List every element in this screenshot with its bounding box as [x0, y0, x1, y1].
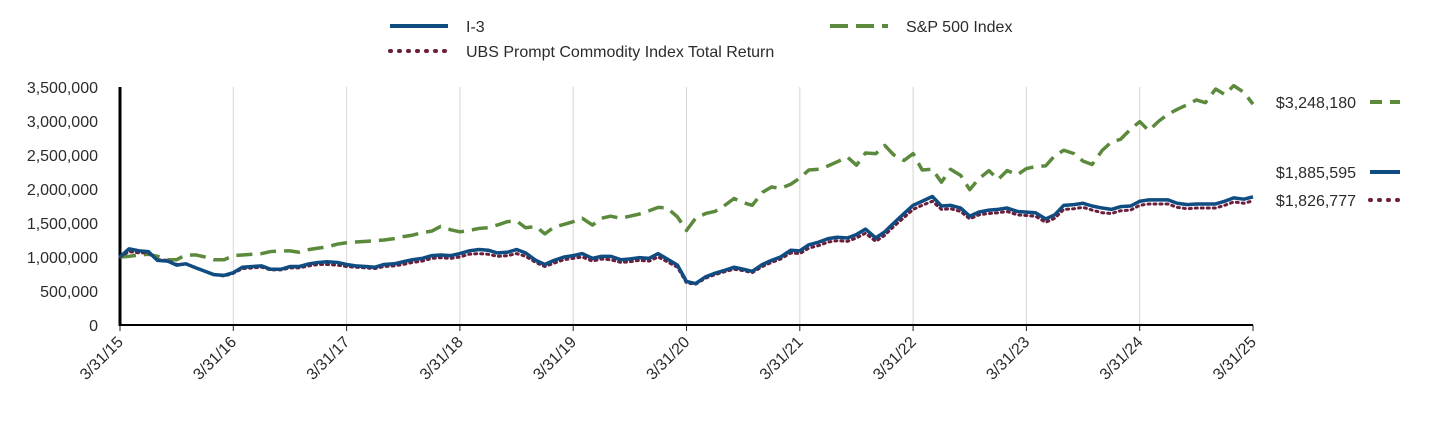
- series-line-s-p-500-index: [119, 83, 1255, 262]
- series-line-i-3: [118, 194, 1254, 286]
- x-tick-label: 3/31/23: [983, 334, 1033, 384]
- y-tick-label: 1,000,000: [27, 250, 98, 267]
- x-tick-label: 3/31/20: [644, 334, 694, 384]
- y-tick-label: 3,500,000: [27, 80, 98, 97]
- legend-label: UBS Prompt Commodity Index Total Return: [466, 44, 774, 61]
- x-tick-label: 3/31/22: [870, 334, 920, 384]
- x-tick-label: 3/31/18: [417, 334, 467, 384]
- x-tick-label: 3/31/25: [1210, 334, 1260, 384]
- series-layer: [118, 83, 1255, 286]
- legend-item: UBS Prompt Commodity Index Total Return: [388, 44, 774, 61]
- y-tick-label: 2,500,000: [27, 148, 98, 165]
- end-label-item: $1,826,777: [1276, 193, 1402, 210]
- legend: I-3 S&P 500 Index UBS Prompt Commodity Ind…: [388, 19, 1012, 61]
- end-label-item: $1,885,595: [1276, 165, 1400, 182]
- x-tick-label: 3/31/24: [1097, 334, 1147, 384]
- y-tick-label: 3,000,000: [27, 114, 98, 131]
- legend-item: I-3: [390, 19, 485, 36]
- end-value-label: $3,248,180: [1276, 95, 1356, 112]
- end-value-label: $1,826,777: [1276, 193, 1356, 210]
- grid-layer: [232, 87, 1141, 325]
- x-tick-label: 3/31/16: [190, 334, 240, 384]
- x-tick-label: 3/31/17: [304, 334, 354, 384]
- end-labels: $1,885,595 $3,248,180 $1,826,777: [1276, 95, 1402, 210]
- y-tick-label: 1,500,000: [27, 216, 98, 233]
- x-tick-label: 3/31/15: [77, 334, 127, 384]
- x-tick-label: 3/31/21: [757, 334, 807, 384]
- axis-layer: 3/31/15 3/31/16 3/31/17 3/31/18 3/31/19 3/31/…: [27, 80, 1260, 384]
- y-tick-label: 0: [89, 318, 98, 335]
- end-label-item: $3,248,180: [1276, 95, 1400, 112]
- legend-label: S&P 500 Index: [906, 19, 1012, 36]
- legend-label: I-3: [466, 19, 485, 36]
- y-tick-label: 2,000,000: [27, 182, 98, 199]
- x-tick-label: 3/31/19: [530, 334, 580, 384]
- y-tick-label: 500,000: [40, 284, 98, 301]
- end-value-label: $1,885,595: [1276, 165, 1356, 182]
- legend-item: S&P 500 Index: [830, 19, 1012, 36]
